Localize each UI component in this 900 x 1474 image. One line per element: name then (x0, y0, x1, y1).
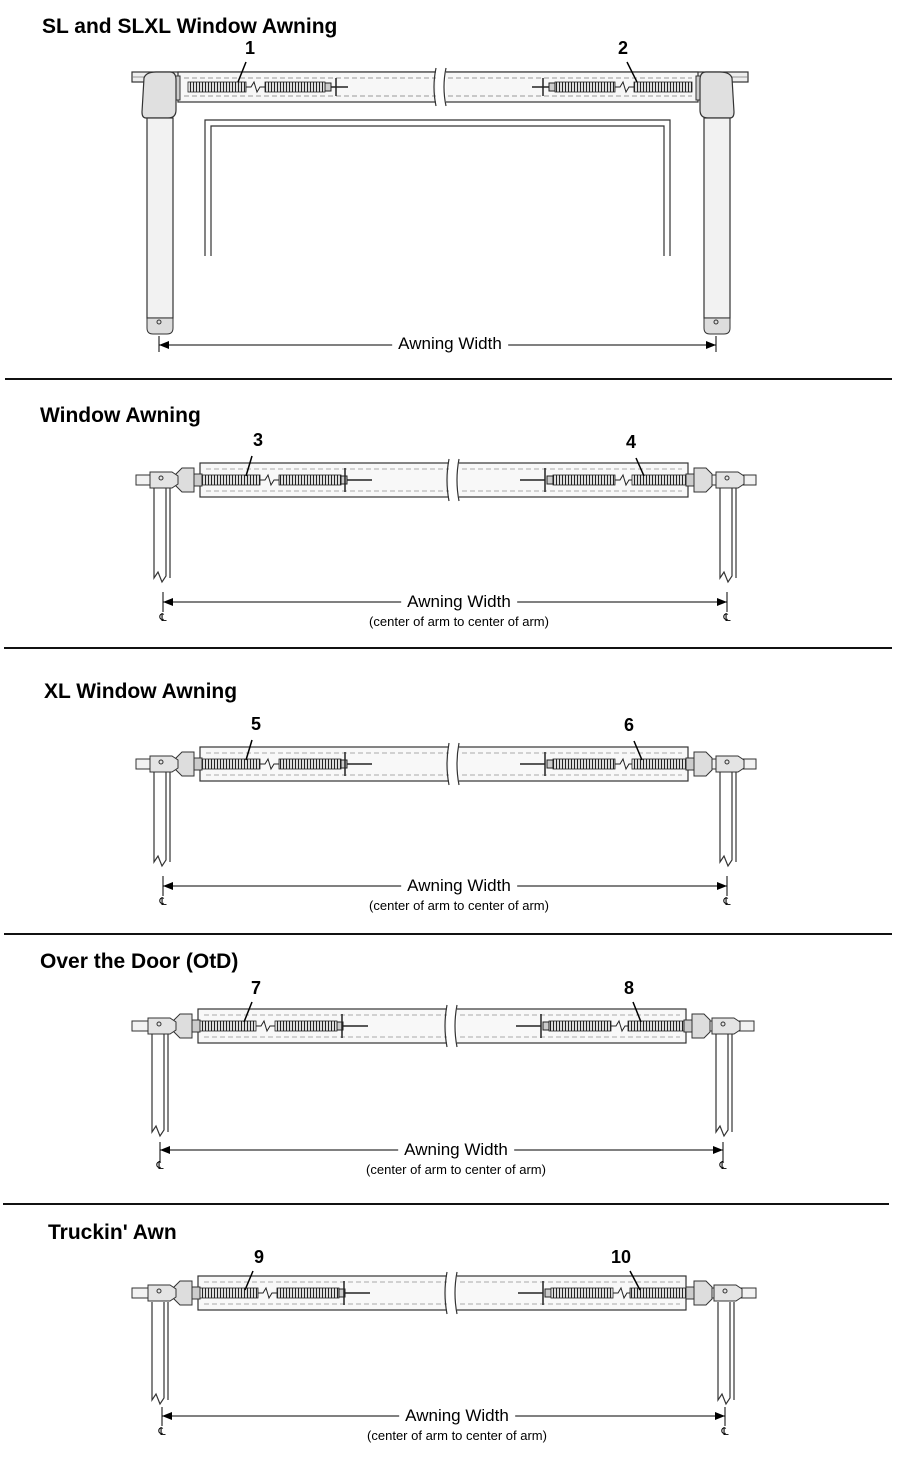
sl-awning-drawing (131, 61, 749, 352)
section-title: Window Awning (40, 404, 201, 427)
callout-9: 9 (253, 1247, 265, 1267)
otd-awning-drawing (131, 1001, 755, 1162)
centerline-symbol-right: ℄ (723, 896, 731, 908)
section-truckin-awn: Truckin' Awn 9 10 (0, 1206, 900, 1474)
section-window-awning: Window Awning 3 4 (0, 380, 900, 648)
section-divider (4, 647, 892, 649)
callout-1: 1 (244, 38, 256, 58)
roller-assembly (131, 1004, 755, 1048)
callout-6: 6 (623, 715, 635, 735)
callout-3: 3 (252, 430, 264, 450)
section-title: XL Window Awning (44, 680, 238, 703)
awning-width-note: (center of arm to center of arm) (369, 898, 549, 913)
roller-assembly (135, 742, 757, 786)
roller-assembly (135, 458, 757, 502)
callout-10: 10 (610, 1247, 632, 1267)
xl-window-awning-drawing (135, 739, 757, 896)
awning-width-label: Awning Width (401, 876, 517, 896)
window-awning-drawing (135, 455, 757, 612)
centerline-symbol-left: ℄ (158, 1426, 166, 1438)
awning-width-label: Awning Width (399, 1406, 515, 1426)
section-xl-window-awning: XL Window Awning 5 6 (0, 650, 900, 932)
centerline-symbol-right: ℄ (723, 612, 731, 624)
awning-width-note: (center of arm to center of arm) (366, 1162, 546, 1177)
roller-assembly (131, 1271, 757, 1315)
centerline-symbol-right: ℄ (721, 1426, 729, 1438)
awning-width-label: Awning Width (398, 1140, 514, 1160)
centerline-symbol-left: ℄ (156, 1160, 164, 1172)
callout-7: 7 (250, 978, 262, 998)
section-divider (5, 378, 892, 380)
awning-width-note: (center of arm to center of arm) (369, 614, 549, 629)
section-divider (3, 1203, 889, 1205)
section-divider (4, 933, 892, 935)
truckin-awn-drawing (131, 1270, 757, 1426)
centerline-symbol-right: ℄ (719, 1160, 727, 1172)
centerline-symbol-left: ℄ (159, 612, 167, 624)
callout-8: 8 (623, 978, 635, 998)
centerline-symbol-left: ℄ (159, 896, 167, 908)
callout-4: 4 (625, 432, 637, 452)
awning-width-label: Awning Width (401, 592, 517, 612)
awning-width-note: (center of arm to center of arm) (367, 1428, 547, 1443)
section-sl-slxl: SL and SLXL Window Awning 1 2 (0, 0, 900, 380)
awning-width-label: Awning Width (392, 334, 508, 354)
section-title: SL and SLXL Window Awning (42, 15, 338, 38)
callout-2: 2 (617, 38, 629, 58)
section-over-the-door: Over the Door (OtD) 7 8 (0, 936, 900, 1204)
section-title: Truckin' Awn (48, 1221, 177, 1244)
callout-5: 5 (250, 714, 262, 734)
section-title: Over the Door (OtD) (40, 950, 239, 973)
